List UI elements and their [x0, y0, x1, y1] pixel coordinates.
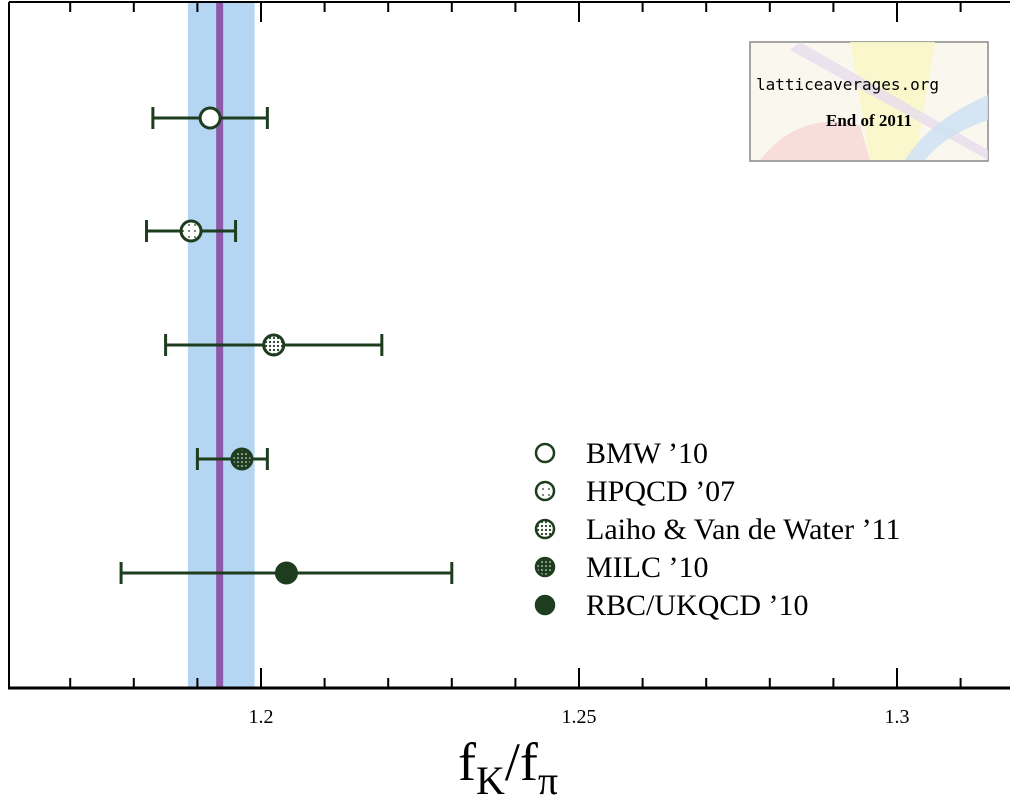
- legend-label: MILC ’10: [586, 551, 709, 584]
- legend-marker: [534, 442, 556, 464]
- legend-label: RBC/UKQCD ’10: [586, 589, 809, 622]
- data-point: [230, 447, 254, 471]
- data-point-group: [145, 219, 238, 243]
- logo: latticeaverages.org End of 2011: [749, 41, 989, 162]
- data-point-group: [164, 333, 384, 357]
- data-point: [198, 106, 222, 130]
- x-axis-label: fK/fπ: [458, 732, 558, 796]
- data-point: [262, 333, 286, 357]
- legend: BMW ’10 HPQCD ’07 Laiho & Van de Water ’11…: [534, 437, 900, 622]
- data-point-group: [195, 447, 269, 471]
- legend-item: BMW ’10: [534, 437, 708, 470]
- legend-marker: [534, 480, 556, 502]
- legend-marker: [534, 594, 556, 616]
- legend-item: MILC ’10: [534, 551, 709, 584]
- legend-label: HPQCD ’07: [586, 475, 735, 508]
- legend-marker: [534, 556, 556, 578]
- data-point: [274, 561, 298, 585]
- legend-item: HPQCD ’07: [534, 475, 735, 508]
- data-point-group: [119, 561, 454, 585]
- legend-label: BMW ’10: [586, 437, 708, 470]
- data-points: [119, 106, 454, 585]
- x-tick-label: 1.3: [885, 706, 910, 728]
- legend-marker: [534, 518, 556, 540]
- data-point-group: [151, 106, 269, 130]
- legend-label: Laiho & Van de Water ’11: [586, 513, 900, 546]
- data-point: [179, 219, 203, 243]
- logo-subtitle: End of 2011: [826, 111, 912, 130]
- x-tick-label: 1.25: [562, 706, 597, 728]
- x-tick-label: 1.2: [249, 706, 274, 728]
- x-tick-labels: 1.2 1.25 1.3: [249, 706, 910, 728]
- legend-item: RBC/UKQCD ’10: [534, 589, 809, 622]
- logo-url: latticeaverages.org: [756, 75, 939, 94]
- x-ticks: [69, 2, 962, 688]
- legend-item: Laiho & Van de Water ’11: [534, 513, 900, 546]
